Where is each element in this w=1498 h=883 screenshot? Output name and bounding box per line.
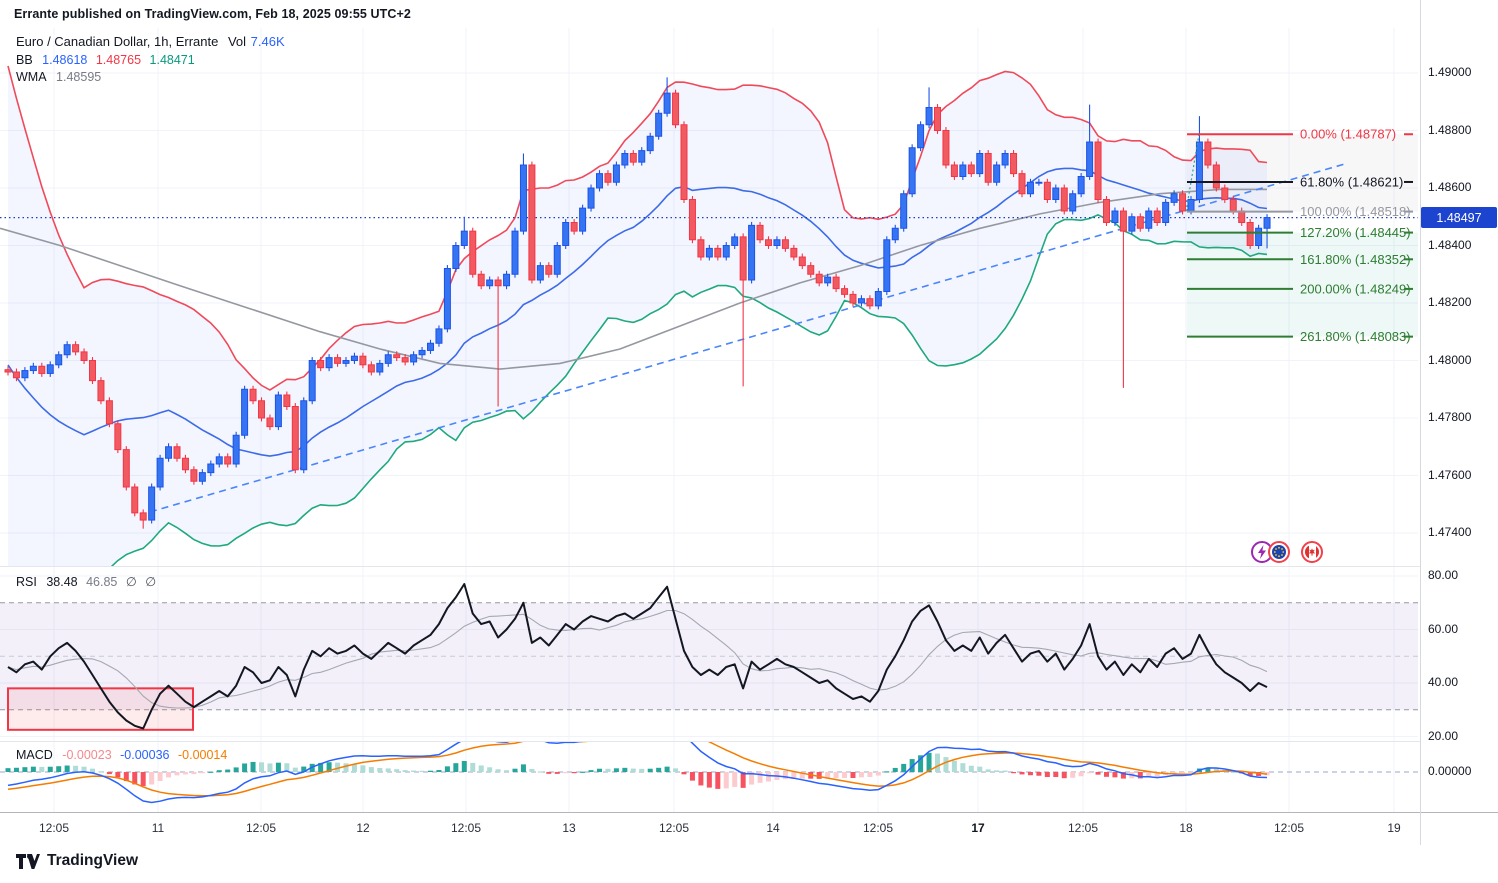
axis-separator [1420,0,1421,845]
rsi-oversold-box[interactable] [7,687,194,731]
last-price-badge: 1.48497 [1421,207,1497,228]
volume-label: Vol [227,34,247,49]
macd-label: MACD [16,748,53,762]
rsi-line [7,583,1268,730]
rsi-ma-line [7,609,1268,709]
price-axis-label: 1.48000 [1428,352,1472,367]
bb-upper-band [7,65,1268,391]
tradingview-logo[interactable]: TradingView [16,852,138,870]
fib-level-label: 200.00% (1.48249) [1300,281,1411,296]
fib-level-label: 127.20% (1.48445) [1300,225,1411,240]
rsi-pane[interactable] [0,583,1418,731]
time-axis[interactable]: 12:05 11 12:05 12 12:05 13 12:05 14 12:05 17 12:05… [0,813,1498,845]
bb-legend-row[interactable]: BB 1.48618 1.48765 1.48471 [16,53,200,67]
macd-signal-value: -0.00014 [177,748,228,762]
time-axis-label: 18 [1179,821,1193,835]
fib-level-label: 61.80% (1.48621) [1300,174,1403,189]
price-axis-label: 1.47800 [1428,410,1472,424]
time-axis-label: 17 [971,821,985,835]
rsi-value: 38.48 [46,575,78,589]
grid [0,28,1418,812]
rsi-ma-value: 46.85 [86,575,118,589]
tradingview-logo-icon [16,853,40,869]
trendline[interactable] [149,162,1349,513]
rsi-axis-label: 60.00 [1428,621,1459,636]
bb-basis-line [7,167,1268,457]
macd-axis-label: 0.00000 [1428,764,1472,778]
bb-basis-value: 1.48618 [42,53,88,67]
price-axis[interactable]: 1.49000 1.48800 1.48600 1.48400 1.48200 1.480… [1421,0,1498,845]
time-axis-separator [0,812,1498,813]
price-pane[interactable] [0,65,1418,664]
bb-upper-value: 1.48765 [95,53,142,67]
fib-retracement[interactable]: 0.00% (1.48787) 61.80% (1.48621) 100.00% (… [1187,127,1413,344]
time-axis-label: 12 [356,821,370,835]
price-axis-label: 1.48800 [1428,122,1472,137]
macd-hist-value: -0.00023 [62,748,112,762]
rsi-label: RSI [16,575,37,589]
symbol-title: Euro / Canadian Dollar, 1h, Errante [16,34,219,49]
candles-series[interactable] [4,77,1271,529]
bb-lower-band [110,214,1268,566]
price-axis-label: 1.48200 [1428,295,1472,309]
rsi-lower-placeholder: ∅ [145,575,157,589]
bb-lower-value: 1.48471 [149,53,195,67]
time-axis-label: 12:05 [1067,821,1099,835]
macd-legend-row[interactable]: MACD -0.00023 -0.00036 -0.00014 [16,748,232,762]
rsi-axis-label: 40.00 [1428,675,1459,689]
eur-flag-icon [1268,541,1290,563]
pane-separator-macd[interactable] [0,741,1420,742]
rsi-axis-label: 20.00 [1428,728,1459,743]
price-axis-label: 1.48400 [1428,237,1472,252]
tradingview-logo-text: TradingView [47,852,139,869]
bb-fill [8,65,1267,566]
wma-value: 1.48595 [56,70,102,84]
macd-signal-line [7,741,1268,797]
wma-label: WMA [16,70,47,84]
fib-level-label: 100.00% (1.48518) [1300,204,1411,219]
price-axis-label: 1.49000 [1428,65,1472,79]
bb-label: BB [16,53,33,67]
volume-value: 7.46K [250,34,285,49]
cad-flag-icon [1301,541,1323,563]
time-axis-label: 11 [151,821,165,835]
time-axis-label: 12:05 [450,821,482,835]
time-axis-label: 12:05 [245,821,277,835]
time-axis-label: 12:05 [1273,821,1305,835]
pane-separator-rsi[interactable] [0,566,1420,567]
time-axis-label: 14 [766,821,780,835]
time-axis-label: 12:05 [658,821,690,835]
time-axis-label: 19 [1387,821,1401,835]
price-axis-label: 1.47600 [1428,467,1472,482]
time-axis-label: 12:05 [38,821,70,835]
time-axis-label: 12:05 [862,821,894,835]
rsi-upper-placeholder: ∅ [125,575,137,589]
fib-level-label: 161.80% (1.48352) [1300,252,1411,267]
rsi-legend-row[interactable]: RSI 38.48 46.85 ∅ ∅ [16,574,161,589]
fib-level-label: 0.00% (1.48787) [1300,127,1396,142]
macd-value: -0.00036 [120,748,170,762]
time-axis-label: 13 [562,821,576,835]
rsi-axis-label: 80.00 [1428,568,1459,582]
price-axis-label: 1.48600 [1428,180,1472,194]
symbol-legend-row[interactable]: Euro / Canadian Dollar, 1h, Errante Vol … [16,34,290,49]
macd-pane[interactable] [0,727,1418,804]
price-axis-label: 1.47400 [1428,525,1472,539]
wma-legend-row[interactable]: WMA 1.48595 [16,70,106,84]
fib-level-label: 261.80% (1.48083) [1300,329,1411,344]
macd-line [7,741,1268,804]
publish-watermark: Errante published on TradingView.com, Fe… [14,7,411,21]
